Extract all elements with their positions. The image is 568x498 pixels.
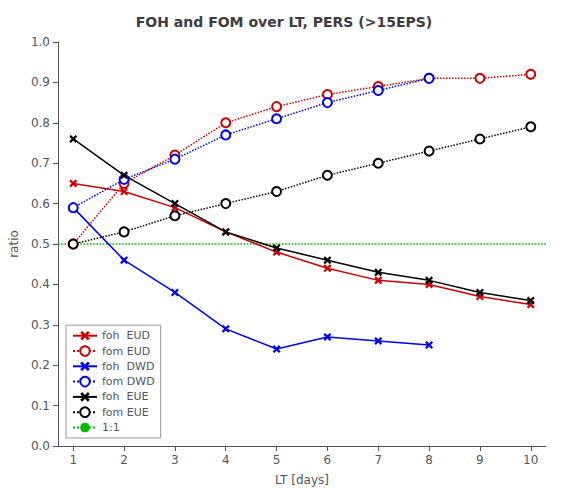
svg-text:LT [days]: LT [days]: [275, 473, 329, 487]
svg-text:1.0: 1.0: [31, 35, 50, 49]
svg-text:3: 3: [171, 453, 179, 467]
svg-text:foh EUE: foh EUE: [102, 390, 149, 403]
svg-text:0.8: 0.8: [31, 116, 50, 130]
svg-text:fom EUE: fom EUE: [102, 406, 149, 419]
svg-text:0.1: 0.1: [31, 399, 50, 413]
svg-text:fom EUD: fom EUD: [102, 345, 150, 358]
svg-text:0.0: 0.0: [31, 439, 50, 453]
svg-text:0.9: 0.9: [31, 75, 50, 89]
svg-text:fom DWD: fom DWD: [102, 375, 155, 388]
svg-text:foh DWD: foh DWD: [102, 360, 154, 373]
svg-text:0.5: 0.5: [31, 237, 50, 251]
svg-text:7: 7: [374, 453, 382, 467]
svg-text:0.4: 0.4: [31, 277, 50, 291]
svg-text:9: 9: [476, 453, 484, 467]
svg-text:0.2: 0.2: [31, 358, 50, 372]
svg-text:foh EUD: foh EUD: [102, 329, 150, 342]
svg-text:0.3: 0.3: [31, 318, 50, 332]
svg-text:0.7: 0.7: [31, 156, 50, 170]
svg-text:1:1: 1:1: [102, 421, 120, 434]
svg-text:5: 5: [273, 453, 281, 467]
svg-text:2: 2: [120, 453, 128, 467]
svg-text:8: 8: [425, 453, 433, 467]
svg-text:1: 1: [69, 453, 77, 467]
svg-text:6: 6: [324, 453, 332, 467]
svg-text:ratio: ratio: [7, 230, 21, 258]
svg-text:FOH and FOM over LT, PERS (>15: FOH and FOM over LT, PERS (>15EPS): [136, 14, 432, 30]
svg-text:4: 4: [222, 453, 230, 467]
svg-text:0.6: 0.6: [31, 197, 50, 211]
svg-text:10: 10: [523, 453, 538, 467]
